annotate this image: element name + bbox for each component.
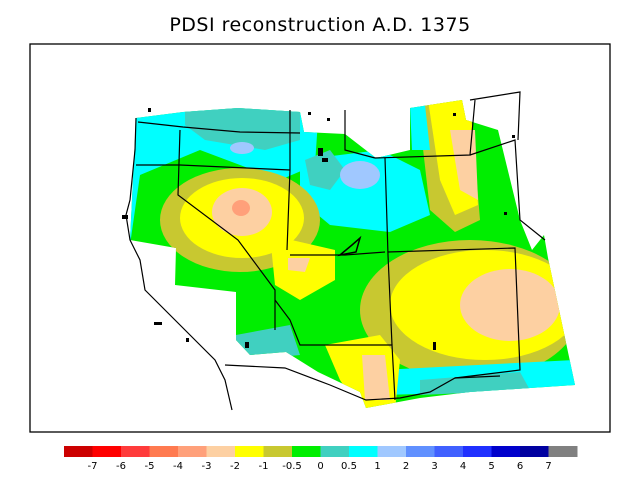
ca-nv-line (177, 129, 276, 330)
small-features (122, 108, 515, 350)
legend-tick-label: 6 (517, 461, 523, 472)
legend-ticks: -7 -6 -5 -4 -3 -2 -1 -0.5 0 0.5 1 2 3 4 5 6 7 (88, 461, 552, 472)
legend-tick-label: -1 (259, 461, 269, 472)
legend-tick-label: -3 (202, 461, 212, 472)
legend-tick-label: 2 (403, 461, 409, 472)
legend-swatch (491, 446, 521, 457)
legend-tick-label: 7 (545, 461, 551, 472)
legend-swatch (434, 446, 464, 457)
legend-tick-label: 1 (374, 461, 380, 472)
legend-swatch (235, 446, 264, 457)
legend-tick-label: -5 (145, 461, 155, 472)
legend-swatch (263, 446, 293, 457)
legend-swatch (149, 446, 179, 457)
legend-swatch (64, 446, 93, 457)
salt-lake (337, 235, 362, 257)
legend-swatch (121, 446, 150, 457)
or-ca-line (136, 164, 291, 171)
mexico-border (224, 364, 501, 401)
nv-ut-line (290, 251, 386, 256)
s-moderate-zone (420, 372, 530, 395)
legend-tick-label: 0 (317, 461, 323, 472)
legend-swatch (406, 446, 435, 457)
legend-tick-label: 4 (460, 461, 466, 472)
legend-tick-label: 3 (431, 461, 437, 472)
se-dry-core (460, 269, 560, 341)
nc-wet-spot (340, 161, 380, 189)
ne-wet-edge (410, 105, 430, 150)
boundary-lines (125, 91, 546, 411)
legend-swatch (548, 446, 578, 457)
az-nm-line (325, 344, 396, 401)
sc-dry-core (362, 355, 390, 400)
id-west-line (286, 110, 291, 251)
legend-swatch (206, 446, 236, 457)
cw-dry-core (232, 200, 250, 216)
legend-swatch (520, 446, 549, 457)
legend-tick-label: -7 (88, 461, 98, 472)
legend-swatch (349, 446, 378, 457)
nc-wet-zone-2 (305, 150, 345, 190)
legend-tick-label: -6 (116, 461, 126, 472)
cw-dry-tail-core (288, 258, 310, 272)
legend-tick-label: -0.5 (282, 461, 302, 472)
legend-swatches (64, 446, 578, 457)
coastline (125, 117, 233, 411)
legend-swatch (178, 446, 207, 457)
nw-moderate-zone (185, 105, 300, 150)
map-frame (29, 43, 611, 433)
map-title: PDSI reconstruction A.D. 1375 (169, 14, 471, 36)
legend-swatch (92, 446, 122, 457)
ne-sd-line (469, 139, 546, 241)
ut-co-line (384, 157, 393, 346)
sw-wet-zone (236, 325, 300, 360)
legend-swatch (292, 446, 321, 457)
legend-tick-label: 0.5 (341, 461, 357, 472)
legend-tick-label: -2 (230, 461, 240, 472)
nw-wet-spot (230, 142, 254, 154)
legend-tick-label: 5 (488, 461, 494, 472)
mt-nd-line (469, 91, 521, 141)
id-mt-line (344, 110, 376, 159)
legend-tick-label: -4 (173, 461, 183, 472)
co-ks-line (387, 247, 521, 379)
legend-swatch (377, 446, 407, 457)
legend-swatch (320, 446, 350, 457)
az-west-line (274, 299, 325, 346)
legend-swatch (463, 446, 492, 457)
or-wa-line (137, 121, 301, 134)
